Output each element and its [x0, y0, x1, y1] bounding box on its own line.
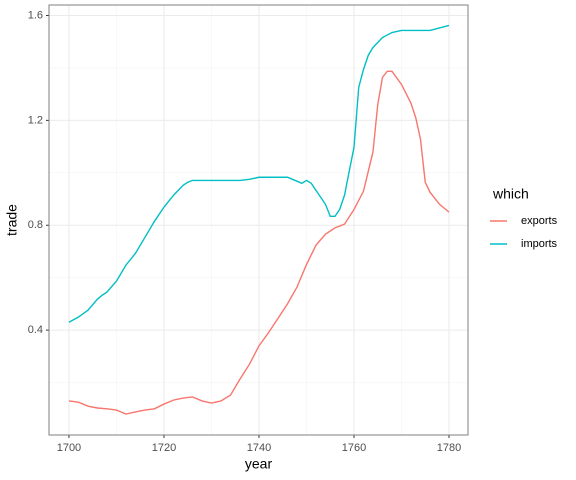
panel-border — [48, 4, 469, 436]
line — [68, 70, 450, 415]
legend-label: exports — [521, 215, 558, 227]
legend-title: which — [492, 186, 529, 202]
x-tick-label: 1700 — [57, 442, 81, 454]
legend-label: imports — [521, 238, 558, 250]
y-tick-label: 0.4 — [28, 324, 43, 336]
x-axis-title: year — [245, 456, 273, 472]
line — [68, 24, 450, 323]
x-tick-label: 1740 — [247, 442, 271, 454]
x-tick-label: 1760 — [342, 442, 366, 454]
x-tick-label: 1780 — [437, 442, 461, 454]
x-tick-label: 1720 — [152, 442, 176, 454]
y-tick-label: 1.6 — [28, 9, 43, 21]
y-tick-label: 1.2 — [28, 114, 43, 126]
y-axis-title: trade — [4, 204, 20, 236]
y-tick-label: 0.8 — [28, 219, 43, 231]
